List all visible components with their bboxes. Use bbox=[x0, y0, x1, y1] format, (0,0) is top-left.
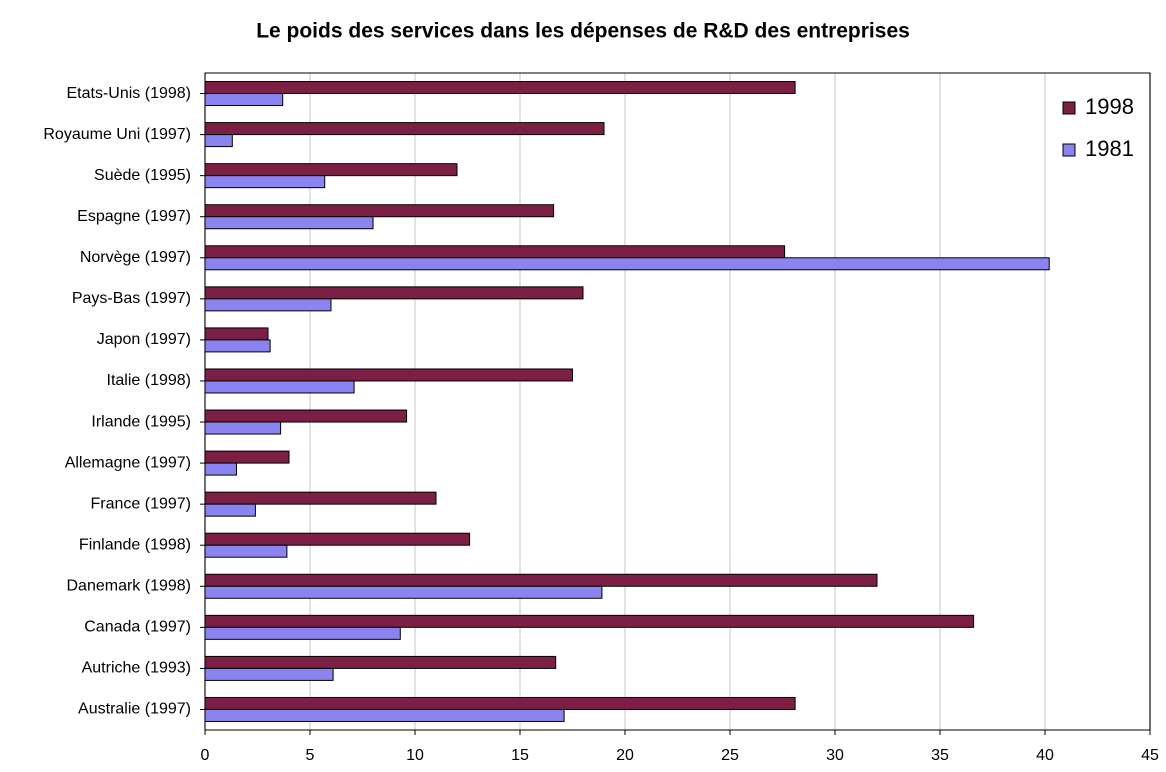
y-tick-label: Irlande (1995) bbox=[91, 413, 191, 430]
bar bbox=[204, 421, 282, 435]
bar bbox=[204, 204, 555, 218]
bar bbox=[204, 368, 573, 382]
y-tick-label: Autriche (1993) bbox=[82, 660, 191, 677]
bar bbox=[204, 327, 269, 341]
legend-label: 1998 bbox=[1085, 94, 1134, 119]
y-tick-label: Espagne (1997) bbox=[77, 208, 191, 225]
y-tick-label: Japon (1997) bbox=[97, 331, 191, 348]
x-tick-label: 25 bbox=[721, 747, 739, 764]
bar bbox=[204, 503, 256, 517]
bar bbox=[204, 667, 334, 681]
legend-swatch bbox=[1062, 101, 1076, 115]
bar bbox=[204, 573, 878, 587]
bar bbox=[204, 216, 374, 230]
bar bbox=[204, 409, 408, 423]
bar bbox=[204, 544, 288, 558]
y-tick-label: Suède (1995) bbox=[94, 167, 191, 184]
y-tick-label: France (1997) bbox=[91, 495, 192, 512]
x-tick-label: 35 bbox=[931, 747, 949, 764]
y-tick-label: Etats-Unis (1998) bbox=[67, 85, 192, 102]
x-tick-label: 45 bbox=[1141, 747, 1159, 764]
y-tick-label: Canada (1997) bbox=[84, 619, 191, 636]
bar bbox=[204, 122, 605, 136]
x-tick-label: 10 bbox=[406, 747, 424, 764]
y-tick-label: Italie (1998) bbox=[107, 372, 192, 389]
y-tick-label: Royaume Uni (1997) bbox=[43, 126, 191, 143]
x-tick-label: 5 bbox=[306, 747, 315, 764]
bar bbox=[204, 257, 1050, 271]
y-tick-label: Australie (1997) bbox=[78, 701, 191, 718]
y-tick-label: Pays-Bas (1997) bbox=[72, 290, 191, 307]
bar bbox=[204, 532, 471, 546]
legend-label: 1981 bbox=[1085, 136, 1134, 161]
bar bbox=[204, 163, 458, 177]
bar bbox=[204, 81, 796, 95]
chart-title: Le poids des services dans les dépenses … bbox=[256, 20, 910, 43]
bar bbox=[204, 134, 233, 148]
bar bbox=[204, 708, 565, 722]
bar bbox=[204, 339, 271, 353]
bar bbox=[204, 450, 290, 464]
y-tick-label: Finlande (1998) bbox=[79, 536, 191, 553]
bar bbox=[204, 462, 237, 476]
x-tick-label: 30 bbox=[826, 747, 844, 764]
plot-frame bbox=[204, 72, 1151, 731]
y-tick-label: Danemark (1998) bbox=[67, 578, 192, 595]
bar bbox=[204, 380, 355, 394]
x-tick-label: 40 bbox=[1036, 747, 1054, 764]
x-tick-label: 0 bbox=[201, 747, 210, 764]
bar bbox=[204, 286, 584, 300]
x-tick-label: 15 bbox=[511, 747, 529, 764]
legend-swatch bbox=[1062, 143, 1076, 157]
bar bbox=[204, 585, 603, 599]
bar bbox=[204, 298, 332, 312]
bar bbox=[204, 626, 401, 640]
y-tick-label: Allemagne (1997) bbox=[65, 454, 191, 471]
x-tick-label: 20 bbox=[616, 747, 634, 764]
bar bbox=[204, 614, 975, 628]
bar bbox=[204, 175, 326, 189]
bar bbox=[204, 93, 284, 107]
bar bbox=[204, 491, 437, 505]
bar bbox=[204, 245, 786, 259]
bar bbox=[204, 696, 796, 710]
bar bbox=[204, 655, 557, 669]
y-tick-label: Norvège (1997) bbox=[80, 249, 191, 266]
